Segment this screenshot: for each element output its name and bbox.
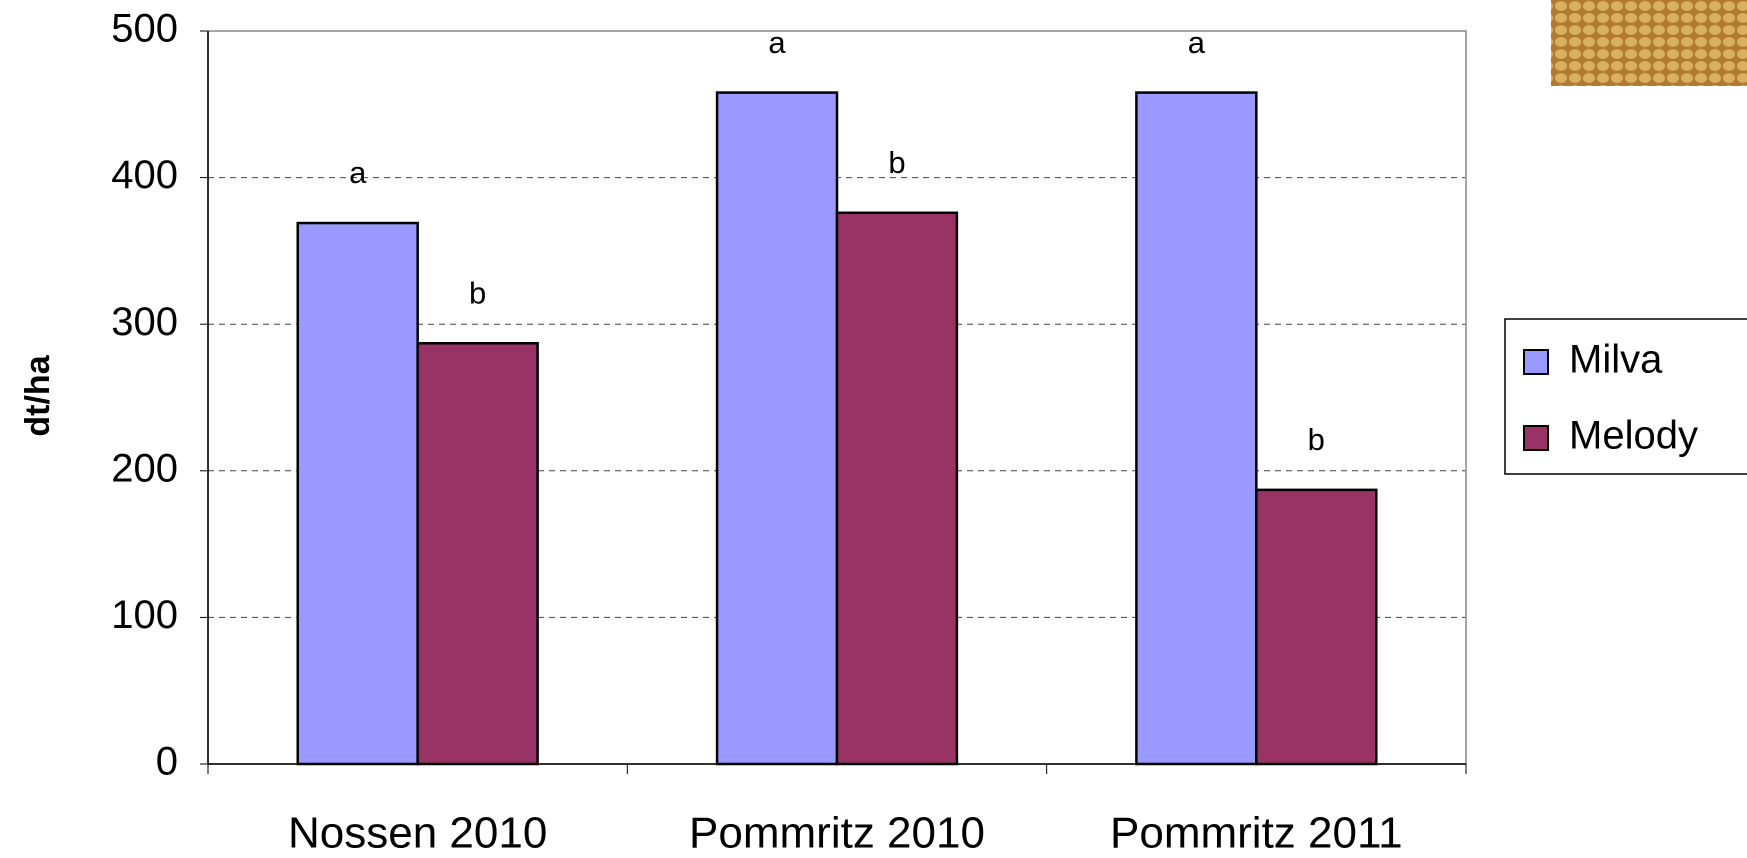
x-tick-label: Pommritz 2011 bbox=[1110, 809, 1403, 858]
legend-swatch bbox=[1524, 350, 1548, 374]
chart: dt/ha 0 100 200 300 400 500 Nossen 2010 a b Pommr… bbox=[0, 0, 1747, 858]
bar bbox=[717, 93, 837, 764]
significance-letter: a bbox=[349, 155, 367, 190]
y-tick-label: 300 bbox=[111, 300, 178, 344]
y-tick-label: 500 bbox=[111, 7, 178, 51]
y-tick-label: 200 bbox=[111, 446, 178, 490]
bar bbox=[837, 213, 957, 764]
significance-letter: b bbox=[888, 145, 905, 180]
significance-letter: a bbox=[1188, 25, 1206, 60]
bar bbox=[298, 223, 418, 764]
significance-letter: b bbox=[1308, 422, 1325, 457]
legend-swatch bbox=[1524, 426, 1548, 450]
bar bbox=[1136, 93, 1256, 764]
significance-letter: b bbox=[469, 275, 486, 310]
photo-texture bbox=[1551, 0, 1747, 86]
y-tick-label: 100 bbox=[111, 593, 178, 637]
legend-label: Milva bbox=[1569, 338, 1663, 382]
significance-letter: a bbox=[768, 25, 786, 60]
y-tick-label: 400 bbox=[111, 153, 178, 197]
legend-label: Melody bbox=[1569, 414, 1698, 458]
bar bbox=[1256, 490, 1376, 764]
y-axis-label: dt/ha bbox=[19, 354, 57, 436]
x-tick-label: Nossen 2010 bbox=[288, 809, 547, 858]
bar bbox=[418, 343, 538, 764]
x-tick-label: Pommritz 2010 bbox=[689, 809, 985, 858]
y-tick-label: 0 bbox=[156, 740, 178, 784]
